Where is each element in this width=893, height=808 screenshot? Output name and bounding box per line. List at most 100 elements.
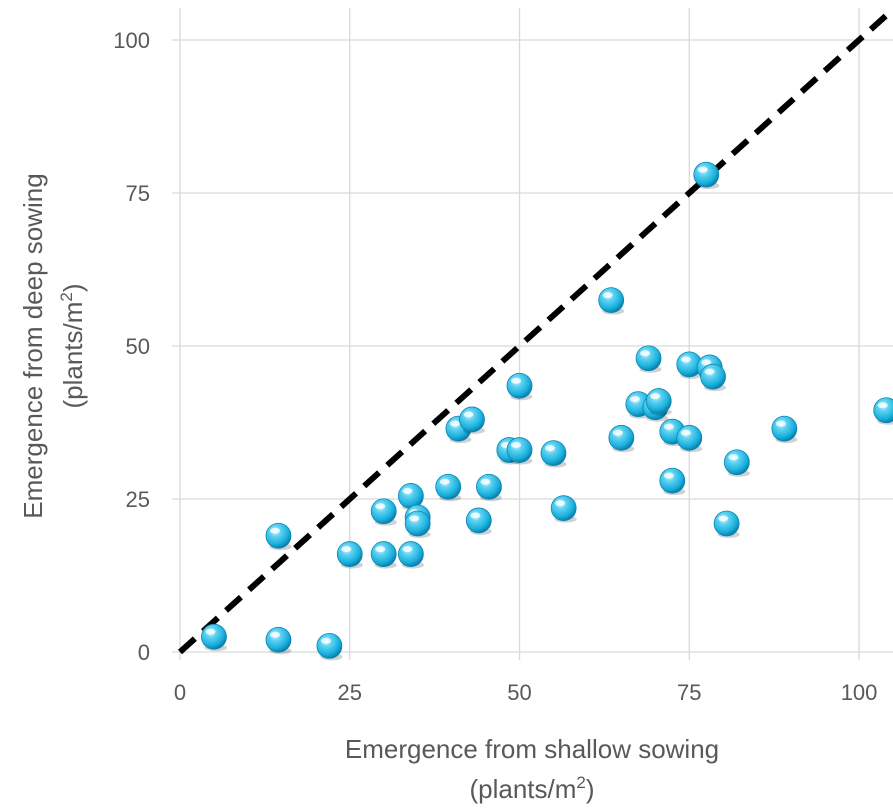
reference-line-layer xyxy=(177,7,893,655)
data-point-highlight xyxy=(480,478,491,485)
data-point-highlight xyxy=(650,393,661,400)
data-points xyxy=(201,161,893,661)
data-point-highlight xyxy=(470,512,481,519)
data-point xyxy=(676,424,703,453)
data-point-highlight xyxy=(375,503,386,510)
data-point-marker xyxy=(404,510,431,537)
x-tick-label: 100 xyxy=(841,680,878,705)
data-point xyxy=(397,541,424,569)
data-point-highlight xyxy=(269,527,280,534)
y-tick-label: 25 xyxy=(126,487,150,512)
data-point-highlight xyxy=(402,487,413,494)
data-point-highlight xyxy=(775,420,786,427)
data-point xyxy=(476,473,502,502)
data-point xyxy=(265,626,292,655)
data-point-highlight xyxy=(704,368,715,375)
data-point-marker xyxy=(645,388,672,414)
data-point xyxy=(608,424,635,453)
data-point-marker xyxy=(676,424,703,451)
data-point xyxy=(693,161,720,190)
data-point-marker xyxy=(598,287,625,314)
data-point-highlight xyxy=(629,396,640,403)
data-point xyxy=(723,449,750,477)
data-point xyxy=(459,406,485,434)
data-point-marker xyxy=(608,424,635,451)
data-point xyxy=(771,415,798,444)
data-point xyxy=(700,363,727,392)
y-axis-title-line1: Emergence from deep sowing xyxy=(18,173,48,518)
data-point-highlight xyxy=(612,429,623,436)
data-point-highlight xyxy=(409,515,420,522)
data-point-marker xyxy=(265,626,292,653)
data-point xyxy=(265,522,292,551)
data-point xyxy=(540,440,567,468)
data-point xyxy=(465,507,492,535)
y-tick-label: 50 xyxy=(126,334,150,359)
reference-line xyxy=(177,7,893,655)
y-axis-unit-close: ) xyxy=(58,283,88,292)
data-point-marker xyxy=(265,522,292,549)
data-point xyxy=(435,473,462,502)
data-point-marker xyxy=(540,440,567,467)
data-point-highlight xyxy=(602,292,613,299)
data-point xyxy=(316,632,343,661)
data-point-marker xyxy=(550,495,577,522)
data-point-marker xyxy=(397,541,424,567)
data-point-marker xyxy=(476,473,502,500)
data-point-marker xyxy=(336,541,363,567)
data-point-marker xyxy=(370,498,397,525)
data-point-highlight xyxy=(555,500,566,507)
data-point-highlight xyxy=(680,356,691,363)
data-point xyxy=(713,510,740,538)
y-axis-unit-superscript: 2 xyxy=(57,292,76,301)
data-point-marker xyxy=(693,161,720,188)
data-point-highlight xyxy=(697,166,708,173)
data-point-highlight xyxy=(449,420,460,427)
data-point-highlight xyxy=(640,350,651,357)
data-point-marker xyxy=(713,510,740,537)
data-point xyxy=(635,345,662,373)
data-point xyxy=(370,498,397,526)
data-point-highlight xyxy=(728,454,739,461)
data-point xyxy=(598,287,625,315)
x-axis-unit-close: ) xyxy=(586,774,595,804)
data-point-marker xyxy=(465,507,492,534)
data-point xyxy=(336,541,363,569)
data-point-highlight xyxy=(375,546,386,553)
x-tick-label: 75 xyxy=(677,680,701,705)
data-point-marker xyxy=(316,632,343,659)
data-point xyxy=(873,397,893,425)
data-point-marker xyxy=(659,467,686,494)
data-point-marker xyxy=(506,372,533,399)
data-point xyxy=(506,372,533,401)
data-point xyxy=(645,388,672,416)
data-point-highlight xyxy=(402,546,413,553)
data-point-marker xyxy=(201,623,227,650)
x-tick-label: 25 xyxy=(338,680,362,705)
data-point-highlight xyxy=(341,546,352,553)
y-tick-label: 0 xyxy=(138,640,150,665)
gridlines xyxy=(172,8,893,660)
y-axis-title-line2: (plants/m2) xyxy=(57,283,88,408)
data-point-highlight xyxy=(463,411,474,418)
data-point-marker xyxy=(435,473,462,500)
data-point-highlight xyxy=(877,402,888,409)
x-axis-title-line2: (plants/m2) xyxy=(469,773,594,804)
x-axis-unit: (plants/m xyxy=(469,774,576,804)
data-point-marker xyxy=(635,345,662,372)
data-point xyxy=(550,495,577,523)
data-point-marker xyxy=(723,449,750,476)
data-point-marker xyxy=(459,406,485,433)
y-axis-unit: (plants/m xyxy=(58,302,88,409)
data-point-highlight xyxy=(544,445,555,452)
data-point xyxy=(506,437,533,465)
data-point-marker xyxy=(506,437,533,463)
data-point xyxy=(404,510,431,538)
data-point xyxy=(370,541,397,569)
data-point-highlight xyxy=(680,429,691,436)
data-point-highlight xyxy=(205,628,216,635)
data-point-highlight xyxy=(663,423,674,430)
data-point-highlight xyxy=(701,359,712,366)
data-point-highlight xyxy=(718,515,729,522)
